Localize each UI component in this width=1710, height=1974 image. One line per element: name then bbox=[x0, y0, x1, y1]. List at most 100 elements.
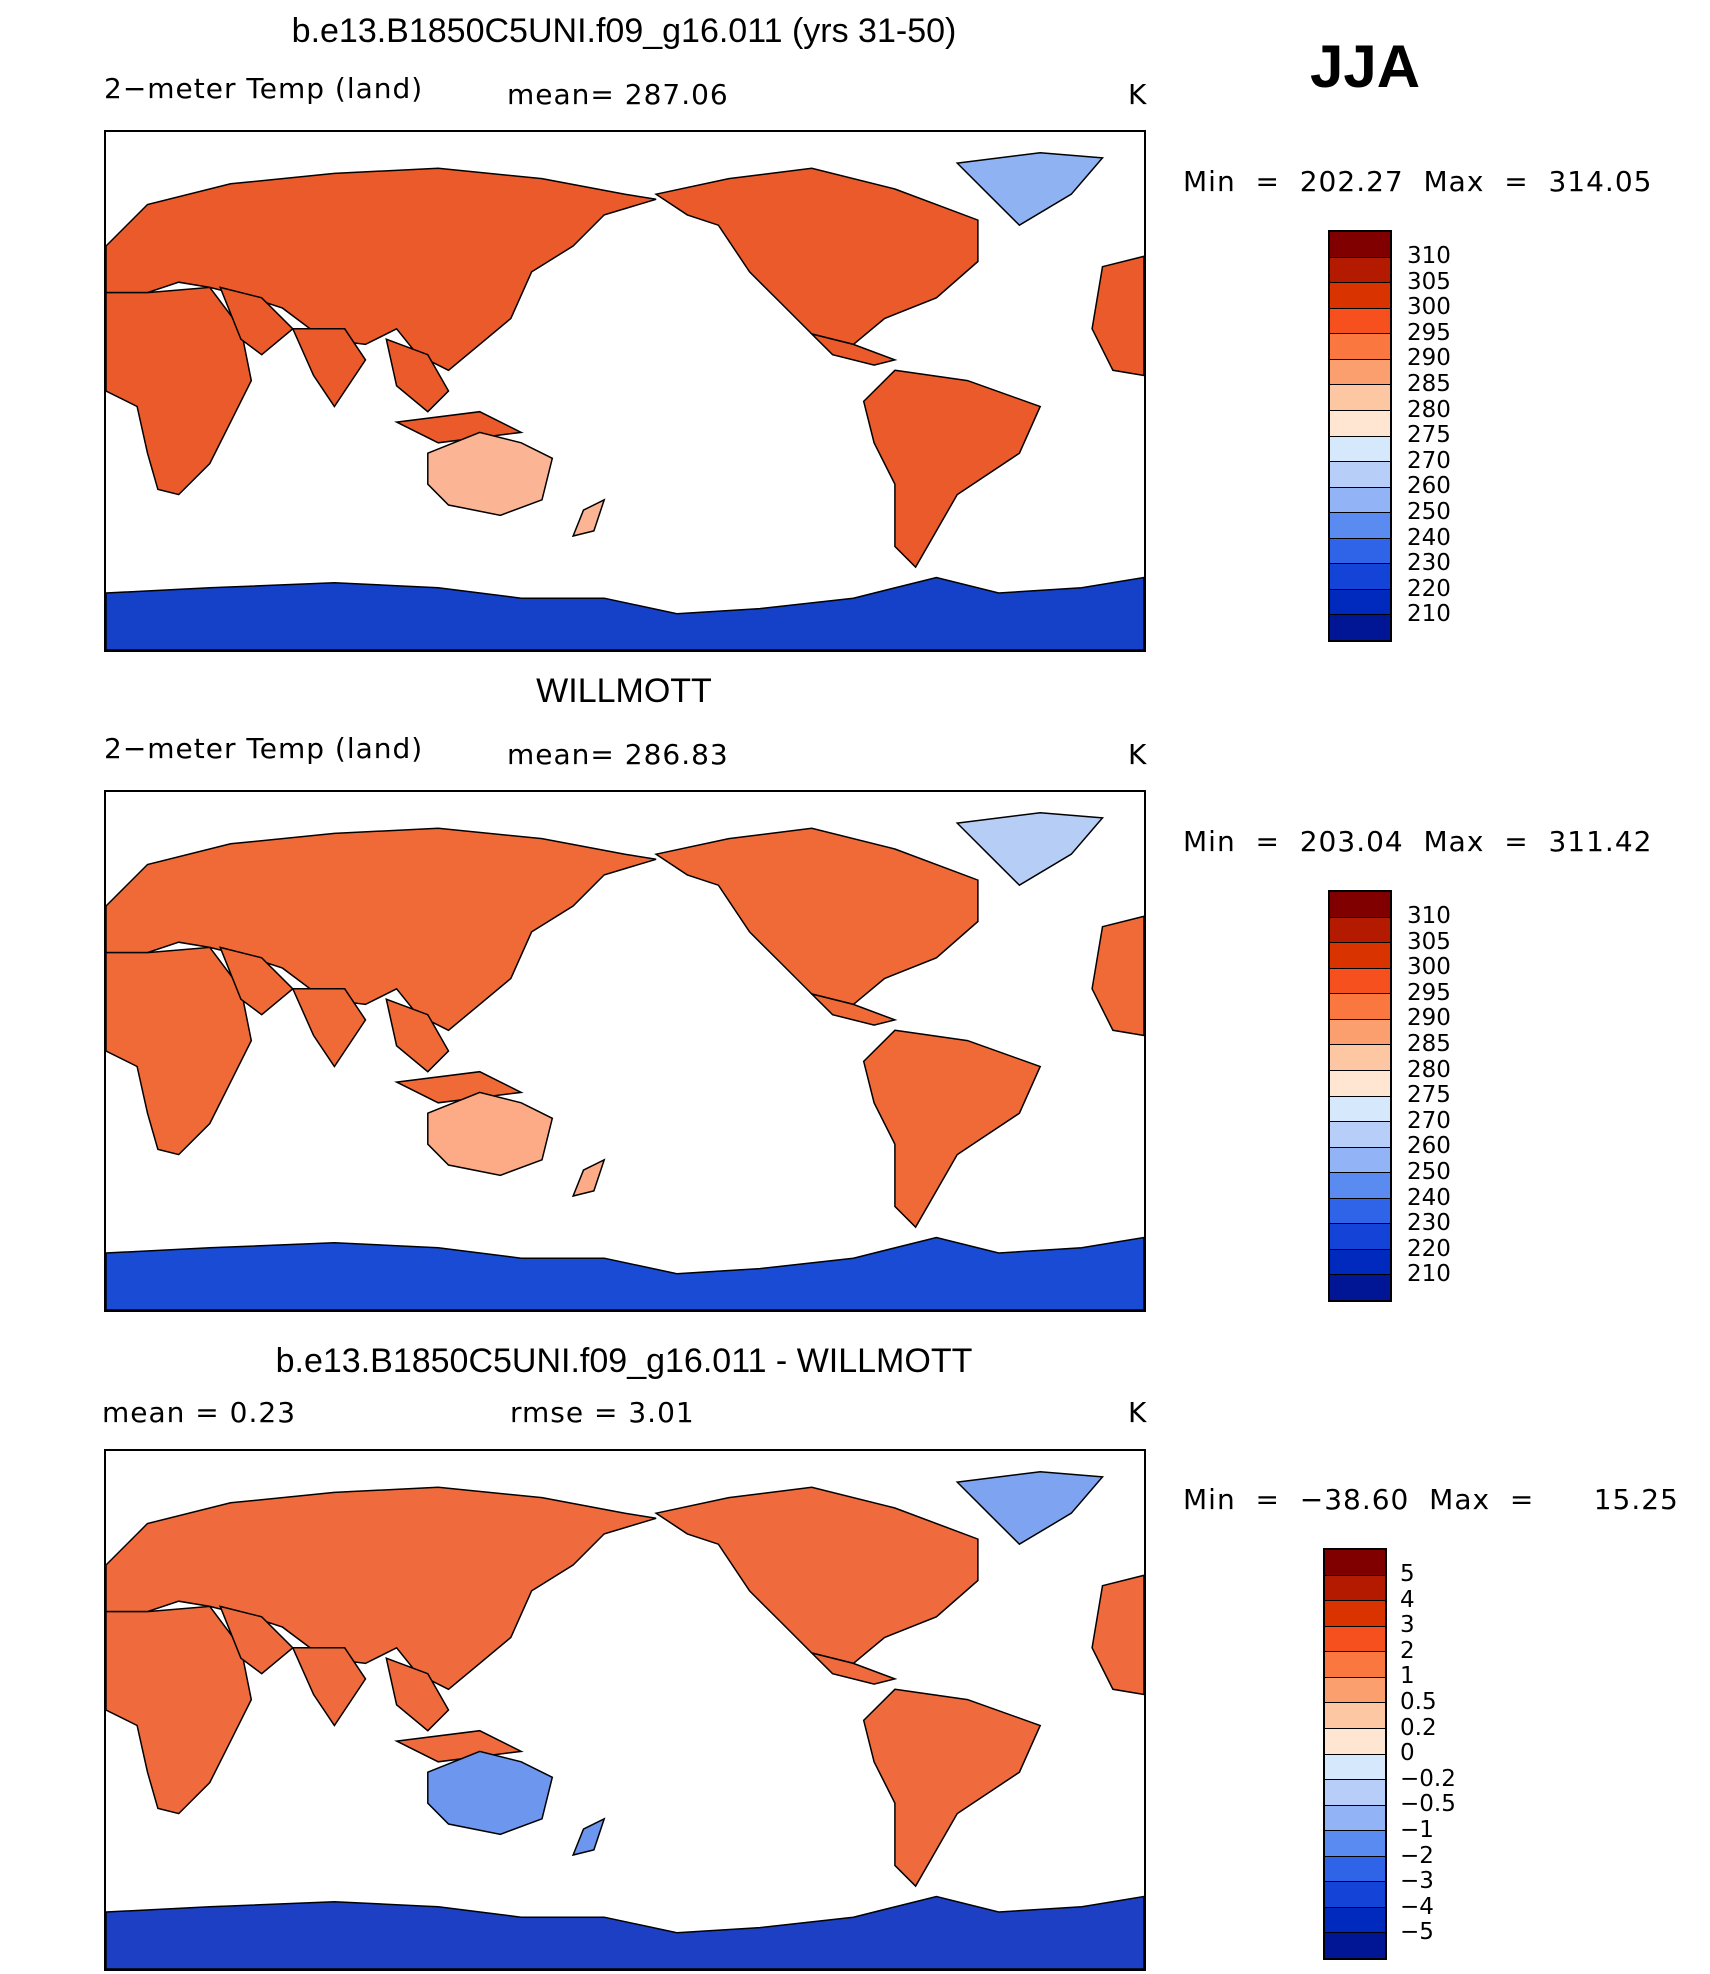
colorbar-tick-label: 275 bbox=[1407, 1082, 1451, 1109]
colorbar-swatch bbox=[1330, 1224, 1390, 1250]
colorbar-tick-label: 285 bbox=[1407, 1030, 1451, 1057]
west-africa-edge-landmass bbox=[1091, 915, 1144, 1037]
colorbar-tick-label: 0.2 bbox=[1400, 1714, 1437, 1741]
colorbar-swatch bbox=[1330, 359, 1390, 386]
colorbar-swatch bbox=[1325, 1831, 1385, 1857]
colorbar-swatch bbox=[1330, 513, 1390, 539]
central-america-landmass bbox=[809, 992, 898, 1026]
colorbar-tick-label: 210 bbox=[1407, 1261, 1451, 1288]
colorbar-tick-label: 0.5 bbox=[1400, 1688, 1437, 1715]
colorbar-tick-label: 305 bbox=[1407, 928, 1451, 955]
panel-1-colorbar bbox=[1328, 230, 1392, 642]
antarctica-landmass bbox=[106, 1236, 1144, 1310]
panel-1-minmax: Min = 202.27 Max = 314.05 bbox=[1183, 165, 1653, 198]
colorbar-tick-label: 285 bbox=[1407, 370, 1451, 397]
colorbar-swatch bbox=[1330, 385, 1390, 411]
colorbar-tick-label: 250 bbox=[1407, 1158, 1451, 1185]
colorbar-tick-label: 270 bbox=[1407, 447, 1451, 474]
colorbar-swatch bbox=[1325, 1754, 1385, 1781]
panel-3-units: K bbox=[1128, 1396, 1148, 1429]
west-africa-edge-landmass bbox=[1091, 1574, 1144, 1696]
colorbar-swatch bbox=[1330, 1198, 1390, 1225]
panel-1-title: b.e13.B1850C5UNI.f09_g16.011 (yrs 31-50) bbox=[291, 12, 957, 50]
colorbar-tick-label: 220 bbox=[1407, 1235, 1451, 1262]
southeast-asia-landmass bbox=[385, 1657, 450, 1732]
colorbar-swatch bbox=[1330, 334, 1390, 360]
new-zealand-landmass bbox=[571, 1158, 606, 1198]
colorbar-tick-label: −4 bbox=[1400, 1893, 1434, 1920]
colorbar-swatch bbox=[1330, 1249, 1390, 1276]
colorbar-swatch bbox=[1330, 538, 1390, 565]
south-america-landmass bbox=[862, 369, 1042, 569]
panel-1-colorbar-labels: 310 305 300 295 290 285 280 275 270 260 250 240 230 2… bbox=[1407, 243, 1451, 628]
panel-3-map-svg bbox=[106, 1470, 1144, 1969]
panel-3-colorbar bbox=[1323, 1548, 1387, 1960]
colorbar-tick-label: 260 bbox=[1407, 1133, 1451, 1160]
colorbar-tick-label: 250 bbox=[1407, 498, 1451, 525]
colorbar-tick-label: 290 bbox=[1407, 1005, 1451, 1032]
colorbar-swatch bbox=[1330, 487, 1390, 514]
colorbar-tick-label: 280 bbox=[1407, 1056, 1451, 1083]
greenland-landmass bbox=[955, 151, 1105, 227]
colorbar-tick-label: 0 bbox=[1400, 1740, 1415, 1767]
panel-2-map bbox=[104, 790, 1146, 1312]
colorbar-swatch bbox=[1330, 994, 1390, 1020]
colorbar-swatch bbox=[1325, 1780, 1385, 1806]
colorbar-swatch bbox=[1330, 257, 1390, 284]
panel-1-map bbox=[104, 130, 1146, 652]
north-america-landmass bbox=[654, 167, 979, 346]
panel-1-units: K bbox=[1128, 78, 1148, 111]
colorbar-tick-label: 230 bbox=[1407, 550, 1451, 577]
colorbar-tick-label: 295 bbox=[1407, 319, 1451, 346]
colorbar-tick-label: 1 bbox=[1400, 1663, 1415, 1690]
panel-1-variable-label: 2−meter Temp (land) bbox=[104, 72, 424, 105]
colorbar-tick-label: 305 bbox=[1407, 268, 1451, 295]
south-america-landmass bbox=[862, 1688, 1042, 1888]
colorbar-tick-label: 210 bbox=[1407, 601, 1451, 628]
panel-3-colorbar-labels: 5 4 3 2 1 0.5 0.2 0 −0.2 −0.5 −1 −2 −3 −4 −5 bbox=[1400, 1561, 1456, 1946]
panel-2-title: WILLMOTT bbox=[536, 672, 712, 710]
southeast-asia-landmass bbox=[385, 998, 450, 1073]
panel-3-mean-label: mean = 0.23 bbox=[102, 1396, 297, 1429]
colorbar-swatch bbox=[1330, 615, 1390, 640]
colorbar-tick-label: 3 bbox=[1400, 1612, 1415, 1639]
panel-1-map-svg bbox=[106, 151, 1144, 650]
colorbar-swatch bbox=[1330, 892, 1390, 918]
panel-1-mean-label: mean= 287.06 bbox=[507, 78, 729, 111]
colorbar-tick-label: 280 bbox=[1407, 396, 1451, 423]
season-label: JJA bbox=[1310, 33, 1421, 100]
colorbar-tick-label: 5 bbox=[1400, 1561, 1415, 1587]
australia-landmass bbox=[427, 431, 554, 517]
colorbar-swatch bbox=[1330, 589, 1390, 616]
colorbar-tick-label: 230 bbox=[1407, 1210, 1451, 1237]
colorbar-swatch bbox=[1330, 283, 1390, 309]
colorbar-swatch bbox=[1330, 232, 1390, 258]
north-america-landmass bbox=[654, 827, 979, 1006]
greenland-landmass bbox=[955, 1470, 1105, 1546]
africa-landmass bbox=[106, 286, 253, 496]
colorbar-swatch bbox=[1330, 564, 1390, 590]
colorbar-swatch bbox=[1325, 1907, 1385, 1934]
antarctica-landmass bbox=[106, 1895, 1144, 1969]
colorbar-swatch bbox=[1325, 1677, 1385, 1704]
new-zealand-landmass bbox=[571, 1817, 606, 1857]
colorbar-swatch bbox=[1330, 1019, 1390, 1046]
colorbar-tick-label: 300 bbox=[1407, 294, 1451, 321]
colorbar-tick-label: 260 bbox=[1407, 473, 1451, 500]
colorbar-swatch bbox=[1325, 1575, 1385, 1602]
colorbar-tick-label: 310 bbox=[1407, 903, 1451, 929]
panel-2-map-svg bbox=[106, 811, 1144, 1310]
colorbar-swatch bbox=[1330, 943, 1390, 969]
colorbar-tick-label: −1 bbox=[1400, 1816, 1434, 1843]
colorbar-tick-label: 240 bbox=[1407, 1184, 1451, 1211]
australia-landmass bbox=[427, 1750, 554, 1836]
colorbar-tick-label: 270 bbox=[1407, 1107, 1451, 1134]
panel-2-mean-label: mean= 286.83 bbox=[507, 738, 729, 771]
colorbar-swatch bbox=[1330, 917, 1390, 944]
panel-3-minmax: Min = −38.60 Max = 15.25 bbox=[1183, 1483, 1679, 1516]
colorbar-tick-label: −0.2 bbox=[1400, 1765, 1456, 1792]
colorbar-swatch bbox=[1325, 1933, 1385, 1958]
colorbar-tick-label: 300 bbox=[1407, 954, 1451, 981]
colorbar-swatch bbox=[1330, 1173, 1390, 1199]
colorbar-swatch bbox=[1330, 1275, 1390, 1300]
